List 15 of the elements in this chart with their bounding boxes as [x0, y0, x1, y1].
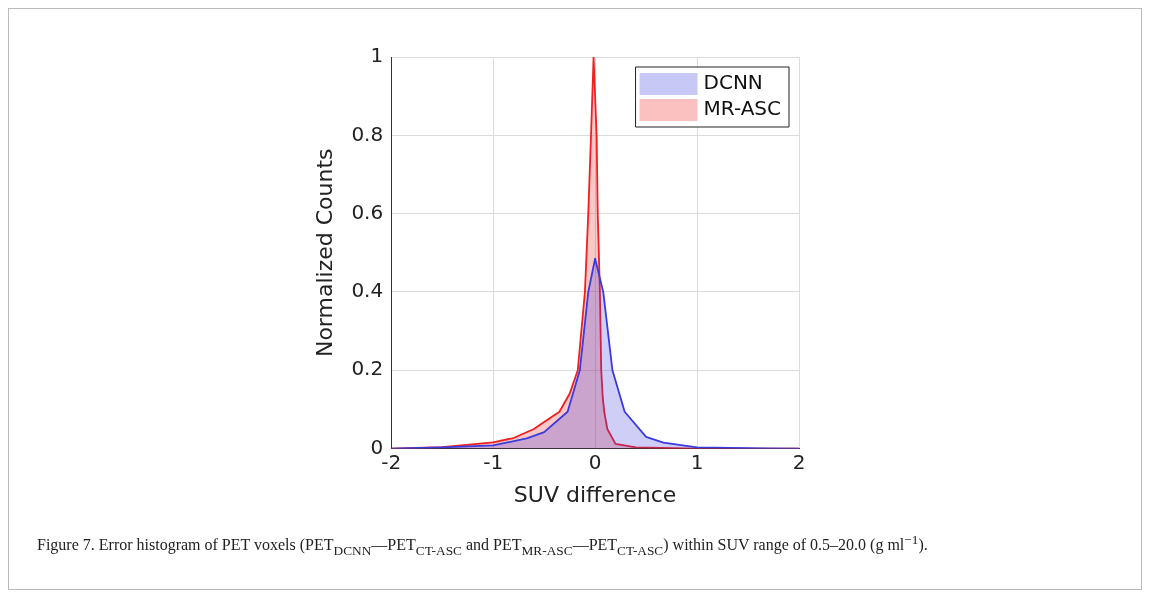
y-tick-label: 0.4	[351, 278, 384, 303]
text: Figure 7. Error histogram of PET voxels (PET$_{DCNN}$—PET$_{CT-ASC}$ and PET$_{MR-ASC}$—PET$_{CT-ASC}$) within SUV range of 0.5–20.0 (g ml$^{−1}$).	[37, 532, 928, 558]
x-tick-label: 2	[792, 449, 806, 474]
x-tick-label: -2	[381, 449, 402, 474]
legend-label: MR-ASC	[703, 96, 782, 121]
y-axis-title: Normalized Counts	[311, 148, 337, 358]
y-tick-label: 0.6	[351, 199, 384, 224]
y-tick-label: 0.2	[351, 356, 384, 381]
legend-label: DCNN	[703, 70, 763, 95]
x-tick-label: 0	[588, 449, 602, 474]
x-tick-label: -1	[483, 449, 504, 474]
x-tick-label: 1	[690, 449, 704, 474]
x-axis-title: SUV difference	[513, 481, 677, 507]
y-tick-label: 1	[370, 43, 384, 68]
y-tick-label: 0.8	[351, 121, 384, 146]
